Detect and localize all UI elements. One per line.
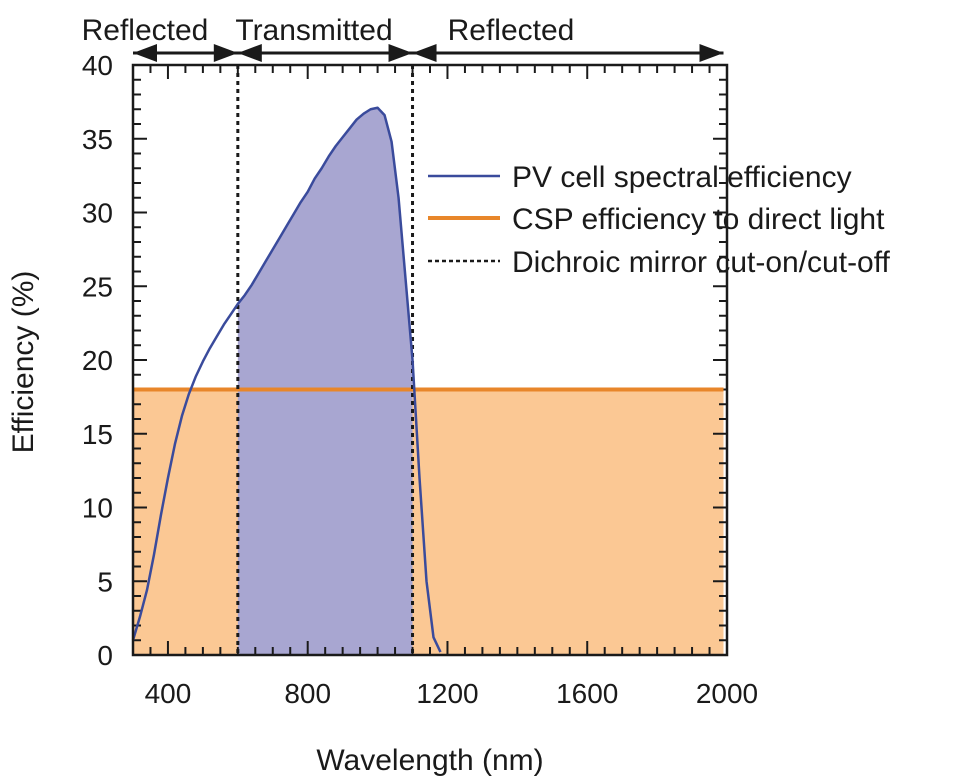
fill-layer <box>133 107 724 655</box>
x-tick-label: 1200 <box>416 678 478 709</box>
region-arrowhead <box>412 44 437 62</box>
plot-frame <box>131 63 729 657</box>
region-arrowhead <box>388 44 413 62</box>
region-label: Transmitted <box>235 14 392 47</box>
x-tick-label: 1600 <box>556 678 618 709</box>
x-tick-label: 800 <box>284 678 331 709</box>
region-arrowhead <box>237 44 262 62</box>
region-arrowhead <box>213 44 238 62</box>
pv-transmitted-fill-area <box>237 107 413 655</box>
region-arrowhead <box>699 44 724 62</box>
pv-efficiency-line <box>131 106 442 653</box>
label-layer: 400 800 1200 1600 2000 0 5 10 15 20 25 30 35 40 <box>82 50 758 709</box>
region-label: Reflected <box>82 14 209 47</box>
region-arrowhead <box>133 44 157 62</box>
y-axis-title: Efficiency (%) <box>7 271 40 454</box>
legend-label-pv-efficiency: PV cell spectral efficiency <box>512 161 852 194</box>
region-label: Reflected <box>448 14 575 47</box>
y-tick-label: 25 <box>82 271 113 302</box>
legend-label-csp-efficiency: CSP efficiency to direct light <box>512 203 885 236</box>
x-tick-label: 400 <box>145 678 192 709</box>
y-tick-label: 40 <box>82 50 113 81</box>
line-layer <box>131 65 724 655</box>
csp-fill-area <box>133 389 724 655</box>
y-tick-label: 5 <box>97 566 113 597</box>
y-tick-label: 30 <box>82 198 113 229</box>
y-tick-label: 0 <box>97 640 113 671</box>
x-axis-title: Wavelength (nm) <box>316 744 543 777</box>
y-tick-label: 15 <box>82 419 113 450</box>
y-tick-label: 10 <box>82 493 113 524</box>
legend-label-dichroic-mirror: Dichroic mirror cut-on/cut-off <box>512 246 891 279</box>
y-tick-label: 35 <box>82 124 113 155</box>
x-tick-label: 2000 <box>696 678 758 709</box>
region-layer: Reflected Transmitted Reflected <box>82 14 724 62</box>
y-tick-label: 20 <box>82 345 113 376</box>
legend: PV cell spectral efficiency CSP efficien… <box>428 161 891 279</box>
